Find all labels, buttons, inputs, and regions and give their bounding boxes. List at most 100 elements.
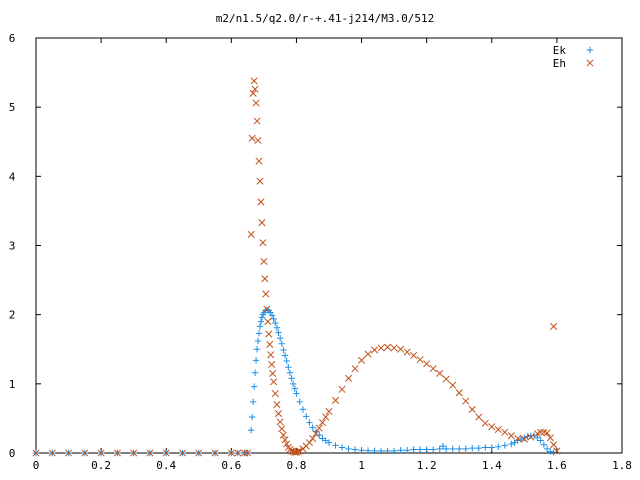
data-point-eh [397,345,405,353]
y-tick-label: 1 [9,378,16,391]
data-point-ek [501,442,508,449]
data-point-eh [325,407,333,416]
data-point-ek [272,319,279,327]
data-point-ek [306,419,313,426]
data-point-ek [482,444,489,451]
plot-frame [35,37,623,454]
data-point-ek [257,318,265,325]
chart-title: m2/n1.5/q2.0/r-+.41-j214/M3.0/512 [216,12,435,25]
data-point-ek [247,426,255,434]
data-point-eh [537,428,545,436]
data-point-ek [275,329,282,336]
data-point-ek [285,364,292,371]
data-point-eh [247,230,255,238]
x-tick-label: 1.4 [482,459,502,472]
data-point-eh [281,436,289,444]
data-point-eh [436,369,444,378]
data-point-ek [254,337,262,345]
data-point-ek [278,340,285,347]
legend-label-ek: Ek [553,44,567,57]
data-point-ek [319,435,326,442]
legend-marker-ek [586,46,594,54]
y-tick-label: 5 [9,101,16,114]
data-point-eh [351,365,359,373]
data-point-ek [286,369,294,376]
data-point-ek [475,444,482,452]
data-point-ek [255,330,263,337]
data-point-eh [364,350,372,358]
data-point-ek [410,446,417,453]
data-point-eh [227,449,235,457]
y-tick-label: 0 [9,447,16,460]
data-point-eh [520,435,528,443]
y-tick-label: 4 [9,170,16,183]
data-point-eh [113,449,121,457]
data-point-eh [283,440,291,448]
data-point-eh [258,219,266,227]
axis-ticks: 0 0.2 0.4 0.6 0.8 1 1.2 1.4 1.6 1.8 0 1 2 3 4 5 6 [9,32,632,472]
data-point-eh [449,381,457,389]
data-point-eh [257,198,265,206]
data-point-eh [475,413,483,421]
data-point-ek [332,442,339,449]
data-point-eh [550,322,558,330]
data-point-eh [455,389,463,397]
data-point-eh [130,449,138,457]
data-point-ek [280,346,287,354]
data-point-eh [234,449,242,457]
data-point-eh [81,449,89,457]
data-point-eh [48,449,56,457]
data-point-eh [294,448,302,456]
legend-label-eh: Eh [553,57,566,70]
data-point-ek [543,445,551,453]
data-point-ek [267,309,274,316]
data-point-eh [527,433,535,441]
data-point-ek [390,447,398,455]
data-point-eh [262,290,270,298]
data-point-eh [260,257,268,265]
data-point-ek [325,439,333,446]
data-point-eh [279,431,287,439]
data-point-eh [318,419,327,427]
data-point-eh [263,305,271,313]
data-point-ek [449,445,456,453]
data-point-eh [255,157,263,165]
data-point-eh [468,405,476,413]
data-point-eh [322,413,330,421]
data-point-eh [501,428,509,436]
data-point-eh [264,318,272,326]
y-tick-label: 6 [9,32,16,45]
data-point-eh [462,397,470,405]
data-point-eh [507,432,515,440]
data-point-ek [268,312,276,319]
data-point-ek [283,357,290,365]
data-point-ek [521,434,528,441]
x-tick-label: 0.8 [287,459,307,472]
data-point-ek [276,334,284,342]
data-point-eh [178,449,187,457]
x-tick-label: 1.6 [547,459,567,472]
data-point-eh [261,275,269,283]
data-point-eh [546,434,554,442]
data-point-eh [410,351,418,360]
data-point-eh [266,340,274,348]
x-tick-label: 1.8 [612,459,632,472]
data-point-eh [265,330,273,338]
data-point-eh [195,449,203,457]
series-layer [32,77,561,457]
y-tick-label: 3 [9,240,16,253]
data-point-ek [416,446,424,453]
data-point-eh [305,439,314,447]
x-tick-label: 0.6 [221,459,241,472]
data-point-eh [315,424,323,432]
data-point-eh [259,239,267,247]
data-point-ek [299,406,307,413]
data-point-ek [429,446,437,453]
data-point-ek [439,442,447,450]
data-point-eh [344,374,353,382]
data-point-eh [269,369,277,378]
data-point-eh [240,449,248,457]
